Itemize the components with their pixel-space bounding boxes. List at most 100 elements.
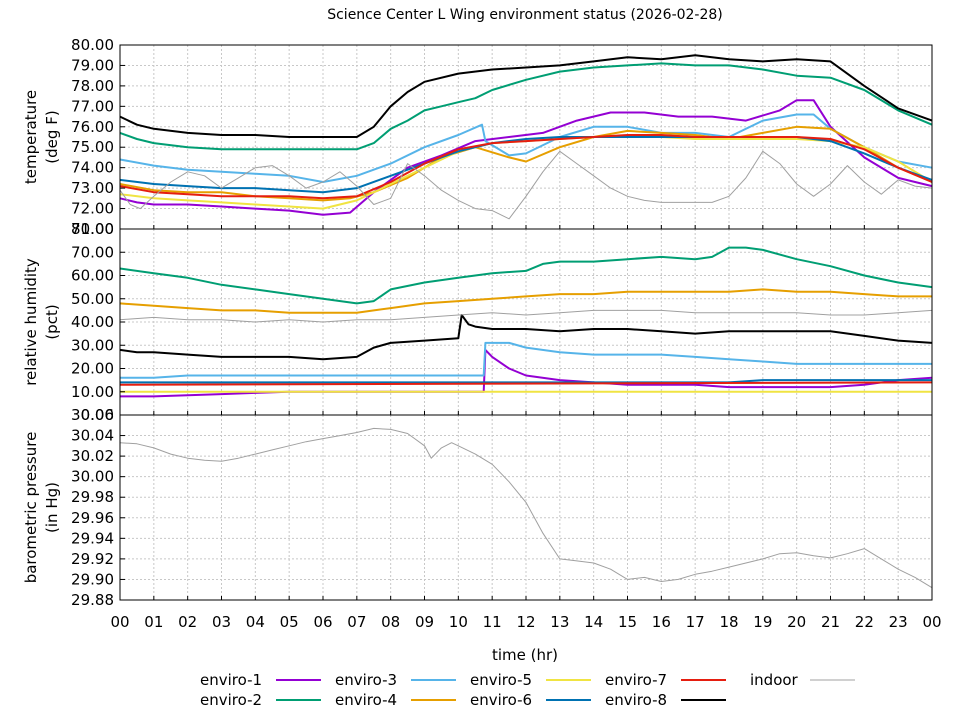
- y-tick-label: 80.00: [71, 36, 114, 54]
- y-tick-label: 76.00: [71, 118, 114, 136]
- legend-item-enviro-6: enviro-6: [470, 691, 591, 709]
- x-tick-label: 00: [922, 613, 941, 631]
- legend-item-enviro-3: enviro-3: [335, 671, 456, 689]
- x-tick-label: 00: [110, 613, 129, 631]
- legend-label: enviro-6: [470, 691, 532, 709]
- x-tick-label: 17: [686, 613, 705, 631]
- legend-label: enviro-7: [605, 671, 667, 689]
- y-tick-label: 0.00: [81, 406, 114, 424]
- y-tick-label: 74.00: [71, 159, 114, 177]
- series-line-enviro-3: [119, 113, 933, 183]
- axis-labels: Science Center L Wing environment status…: [22, 7, 723, 664]
- chart-title: Science Center L Wing environment status…: [327, 7, 723, 23]
- series-line-enviro-2: [119, 62, 933, 151]
- series-line-enviro-2: [119, 246, 933, 305]
- y-tick-label: 30.04: [71, 427, 114, 445]
- y-tick-label: 30.00: [71, 336, 114, 354]
- legend-label: enviro-3: [335, 671, 397, 689]
- legend-label: enviro-5: [470, 671, 532, 689]
- grid: [120, 45, 932, 600]
- panel-frames: [119, 44, 933, 601]
- x-tick-label: 12: [516, 613, 535, 631]
- legend-label: enviro-2: [200, 691, 262, 709]
- y-tick-label: 30.06: [71, 406, 114, 424]
- series-line-enviro-7: [119, 381, 933, 386]
- y-tick-label: 29.98: [71, 488, 114, 506]
- y-tick-label: 29.92: [71, 550, 114, 568]
- series-line-enviro-8: [119, 314, 933, 361]
- x-tick-label: 13: [550, 613, 569, 631]
- legend-label: enviro-1: [200, 671, 262, 689]
- x-tick-label: 01: [144, 613, 163, 631]
- y-axis-label-line: (deg F): [43, 110, 61, 163]
- legend-item-enviro-4: enviro-4: [335, 691, 456, 709]
- x-tick-label: 04: [246, 613, 265, 631]
- x-tick-label: 07: [347, 613, 366, 631]
- series-layer: [119, 54, 933, 589]
- y-axis-label-humidity: relative humidity (pct): [22, 258, 61, 386]
- y-tick-label: 20.00: [71, 360, 114, 378]
- tick-labels: 80.00 79.00 78.00 77.00 76.00 75.00 74.00 73.00…: [71, 36, 942, 631]
- x-tick-label: 09: [415, 613, 434, 631]
- y-tick-label: 72.00: [71, 200, 114, 218]
- y-axis-label-line: temperature: [22, 90, 40, 184]
- legend-item-indoor: indoor: [750, 671, 855, 689]
- x-tick-label: 11: [483, 613, 502, 631]
- y-tick-label: 29.96: [71, 509, 114, 527]
- x-tick-label: 18: [719, 613, 738, 631]
- series-line-enviro-3: [120, 341, 932, 379]
- series-line-enviro-7: [119, 134, 933, 200]
- y-tick-label: 70.00: [71, 243, 114, 261]
- y-tick-label: 79.00: [71, 56, 114, 74]
- x-tick-label: 02: [178, 613, 197, 631]
- legend-item-enviro-7: enviro-7: [605, 671, 726, 689]
- series-line-indoor: [119, 150, 933, 220]
- series-line-enviro-6: [120, 379, 932, 384]
- y-tick-label: 50.00: [71, 290, 114, 308]
- series-line-enviro-8: [119, 54, 933, 138]
- y-axis-label-line: relative humidity: [22, 258, 40, 386]
- x-tick-label: 16: [652, 613, 671, 631]
- legend-label: indoor: [750, 671, 799, 689]
- y-tick-label: 10.00: [71, 383, 114, 401]
- x-tick-label: 20: [787, 613, 806, 631]
- y-tick-label: 30.02: [71, 447, 114, 465]
- y-tick-label: 71.00: [71, 220, 114, 238]
- legend: enviro-1 enviro-2 enviro-3 enviro-4 enviro-5…: [200, 671, 855, 709]
- x-tick-label: 14: [584, 613, 603, 631]
- x-tick-label: 08: [381, 613, 400, 631]
- legend-item-enviro-8: enviro-8: [605, 691, 726, 709]
- y-axis-label-line: (in Hg): [43, 482, 61, 533]
- x-tick-label: 19: [753, 613, 772, 631]
- legend-item-enviro-1: enviro-1: [200, 671, 321, 689]
- legend-item-enviro-5: enviro-5: [470, 671, 591, 689]
- x-tick-label: 05: [280, 613, 299, 631]
- legend-item-enviro-2: enviro-2: [200, 691, 321, 709]
- y-tick-label: 29.94: [71, 529, 114, 547]
- y-tick-label: 40.00: [71, 313, 114, 331]
- panel-frame-pressure: [119, 414, 933, 601]
- legend-label: enviro-4: [335, 691, 397, 709]
- y-tick-label: 60.00: [71, 267, 114, 285]
- y-tick-label: 80.00: [71, 220, 114, 238]
- y-tick-label: 78.00: [71, 77, 114, 95]
- y-axis-label-pressure: barometric pressure (in Hg): [22, 432, 61, 584]
- x-tick-label: 06: [313, 613, 332, 631]
- y-axis-label-temperature: temperature (deg F): [22, 90, 61, 184]
- x-tick-label: 10: [449, 613, 468, 631]
- x-tick-label: 03: [212, 613, 231, 631]
- y-tick-label: 29.88: [71, 591, 114, 609]
- series-line-indoor: [119, 309, 933, 323]
- y-tick-label: 30.00: [71, 468, 114, 486]
- x-tick-label: 22: [855, 613, 874, 631]
- y-axis-label-line: barometric pressure: [22, 432, 40, 584]
- y-tick-label: 29.90: [71, 570, 114, 588]
- x-tick-label: 15: [618, 613, 637, 631]
- legend-label: enviro-8: [605, 691, 667, 709]
- series-line-enviro-1: [119, 99, 933, 216]
- x-tick-label: 21: [821, 613, 840, 631]
- y-axis-label-line: (pct): [43, 304, 61, 339]
- series-line-enviro-4: [119, 288, 932, 314]
- x-axis-label: time (hr): [492, 646, 558, 664]
